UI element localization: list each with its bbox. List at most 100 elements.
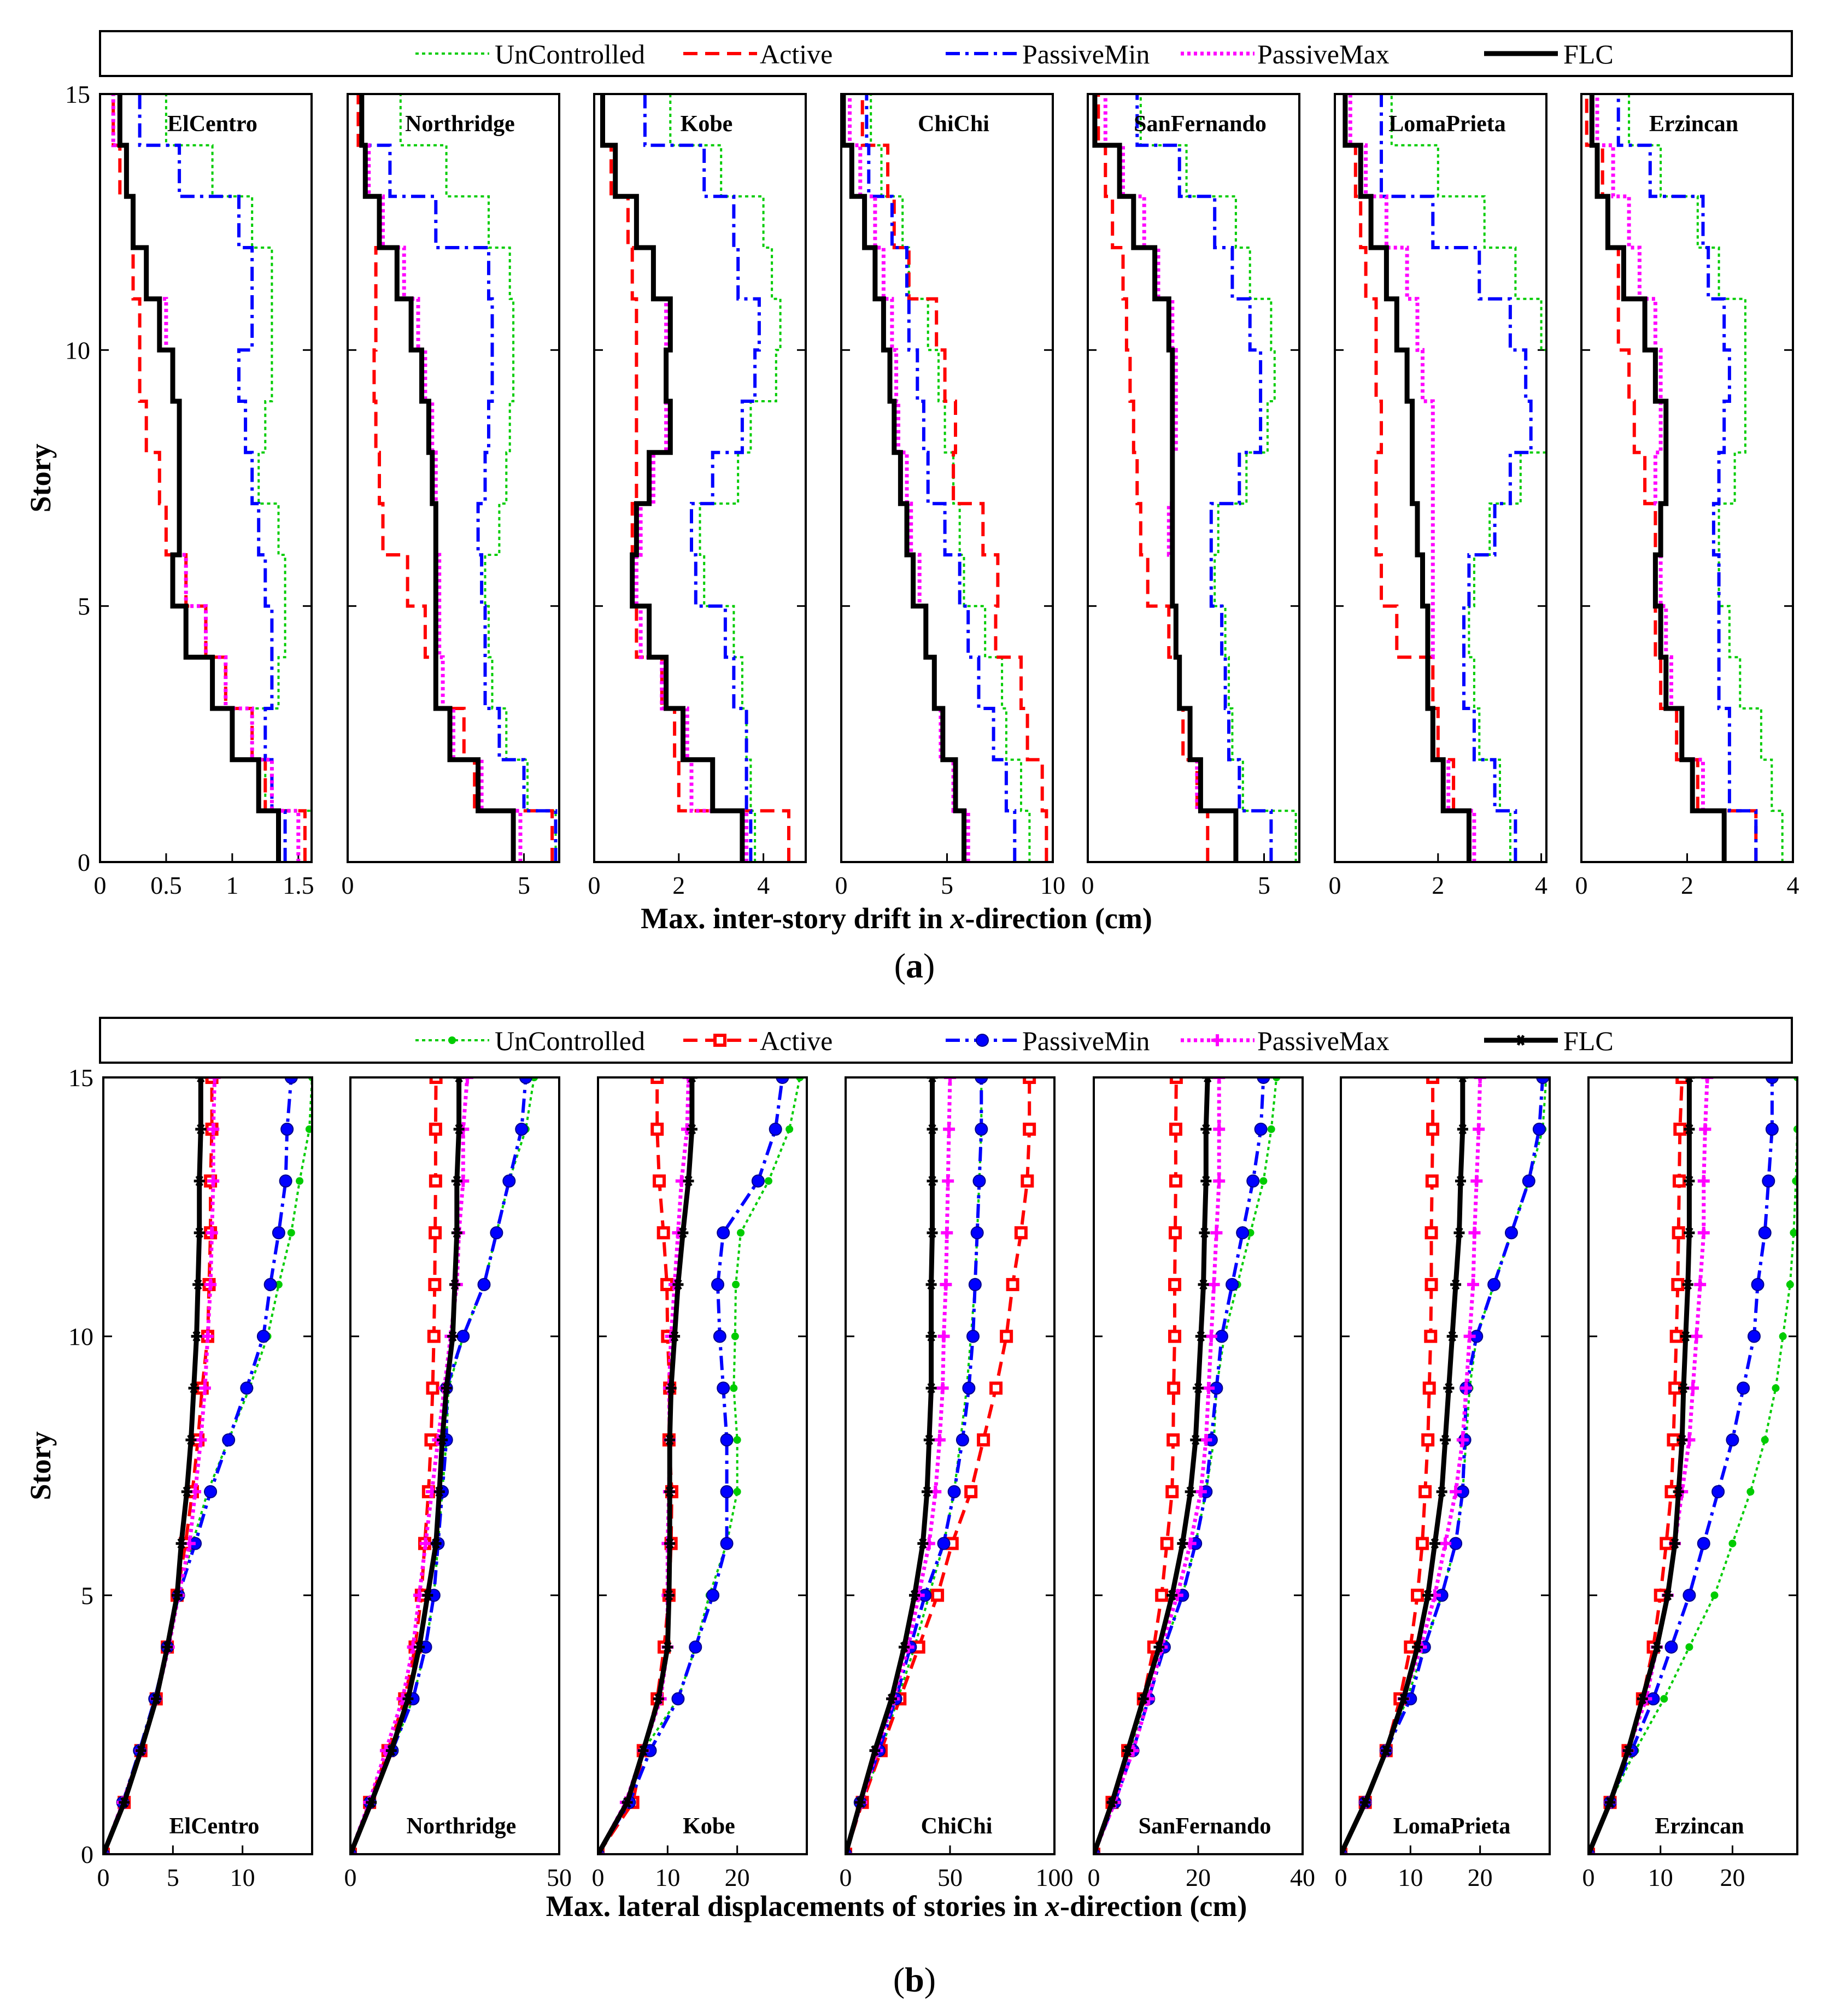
- point-active: [1426, 1077, 1440, 1084]
- point-flc: [664, 1486, 676, 1497]
- point-active: [1014, 1226, 1028, 1240]
- legend-marker-flc: [1515, 1035, 1526, 1046]
- point-flc: [683, 1175, 694, 1187]
- point-passivemax: [944, 1077, 956, 1083]
- series-passivemax: [103, 1077, 217, 1854]
- point-active: [1424, 1277, 1438, 1291]
- point-active: [1155, 1589, 1169, 1602]
- series-passivemin: [598, 1077, 784, 1854]
- point-passivemax: [937, 1330, 950, 1343]
- point-passivemin: [1664, 1640, 1678, 1654]
- panel-b-erzincan: 0 10 20 Erzincan: [1582, 1076, 1798, 1891]
- series-passivemin: [643, 94, 761, 862]
- point-passivemin: [706, 1589, 720, 1602]
- point-active: [931, 1589, 945, 1602]
- point-flc: [1185, 1486, 1196, 1497]
- point-passivemax: [1473, 1123, 1485, 1135]
- point-passivemin: [477, 1277, 491, 1291]
- point-active: [1167, 1381, 1181, 1395]
- series-passivemax: [846, 1077, 952, 1854]
- series-group: [103, 1077, 312, 1854]
- legend-marker-uncontrolled: [448, 1036, 456, 1044]
- point-flc: [686, 1123, 697, 1135]
- point-uncontrolled: [1790, 1229, 1797, 1237]
- legend-marker-passivemax: [1211, 1034, 1223, 1046]
- series-group: [1585, 94, 1784, 862]
- point-flc: [1680, 1331, 1691, 1342]
- point-flc: [447, 1331, 459, 1342]
- plot-area: [598, 1077, 807, 1854]
- point-passivemin: [256, 1329, 270, 1343]
- x-tick-label: 0: [588, 871, 601, 899]
- series-passivemin: [1341, 1077, 1545, 1854]
- point-flc: [927, 1077, 938, 1083]
- series-passivemin: [846, 1077, 983, 1854]
- point-flc: [1676, 1434, 1688, 1446]
- point-passivemax: [1194, 1485, 1207, 1498]
- chart-a: Story Max. inter-story drift in x-directi…: [24, 80, 1799, 935]
- panel-title: Northridge: [407, 1814, 517, 1839]
- x-tick-label: 5: [941, 871, 953, 899]
- point-active: [1169, 1174, 1182, 1188]
- point-flc: [898, 1642, 910, 1652]
- x-tick-label: 10: [1398, 1863, 1423, 1891]
- point-passivemin: [968, 1277, 982, 1291]
- panel-frame: [99, 93, 313, 863]
- point-flc: [1398, 1693, 1409, 1704]
- point-passivemin: [502, 1174, 516, 1188]
- point-passivemax: [1205, 1330, 1217, 1343]
- point-passivemin: [689, 1640, 702, 1654]
- point-flc: [1684, 1175, 1695, 1187]
- point-passivemin: [1726, 1433, 1739, 1447]
- point-flc: [1446, 1331, 1458, 1342]
- series-group: [1092, 94, 1297, 862]
- point-active: [429, 1226, 442, 1240]
- panel-b-northridge: 0 50 Northridge: [344, 1076, 572, 1891]
- point-uncontrolled: [1685, 1643, 1693, 1651]
- series-passivemin: [138, 94, 287, 862]
- point-active: [205, 1077, 219, 1084]
- x-tick-label: 10: [1040, 871, 1065, 899]
- point-flc: [453, 1077, 465, 1083]
- x-tick-label: 2: [1681, 871, 1693, 899]
- x-tick-label: 0: [1335, 1863, 1347, 1891]
- series-uncontrolled: [103, 1077, 312, 1854]
- point-flc: [175, 1538, 187, 1549]
- x-tick-label: 0: [1082, 871, 1094, 899]
- series-group: [600, 94, 790, 862]
- point-flc: [669, 1331, 681, 1342]
- plot-area: [1335, 94, 1546, 862]
- point-flc: [366, 1797, 377, 1808]
- point-flc: [119, 1797, 130, 1808]
- point-flc: [1443, 1382, 1455, 1394]
- point-flc: [350, 1849, 356, 1854]
- x-tick-label: 0: [94, 871, 107, 899]
- panel-frame: [349, 1076, 560, 1855]
- point-passivemax: [1456, 1434, 1469, 1446]
- series-flc: [846, 1077, 935, 1854]
- point-flc: [925, 1279, 937, 1290]
- point-flc: [414, 1642, 425, 1652]
- point-flc: [135, 1745, 146, 1756]
- series-group: [1588, 1077, 1797, 1854]
- point-flc: [191, 1331, 202, 1342]
- series-passivemin: [1094, 1077, 1265, 1854]
- point-passivemin: [515, 1122, 529, 1136]
- point-passivemax: [206, 1227, 218, 1239]
- point-passivemax: [1697, 1227, 1710, 1239]
- y-tick-label: 10: [65, 336, 90, 364]
- point-flc: [846, 1849, 851, 1854]
- point-flc: [1678, 1382, 1689, 1394]
- plot-area: [348, 94, 559, 862]
- point-passivemin: [975, 1122, 988, 1136]
- panel-title: ElCentro: [169, 1814, 260, 1839]
- panel-title: ElCentro: [167, 112, 257, 137]
- point-flc: [1200, 1175, 1212, 1187]
- series-active: [1343, 94, 1471, 862]
- series-passivemin: [350, 1077, 527, 1854]
- point-passivemin: [280, 1122, 294, 1136]
- point-active: [964, 1485, 978, 1498]
- x-tick-label: 5: [518, 871, 530, 899]
- point-flc: [1637, 1693, 1648, 1704]
